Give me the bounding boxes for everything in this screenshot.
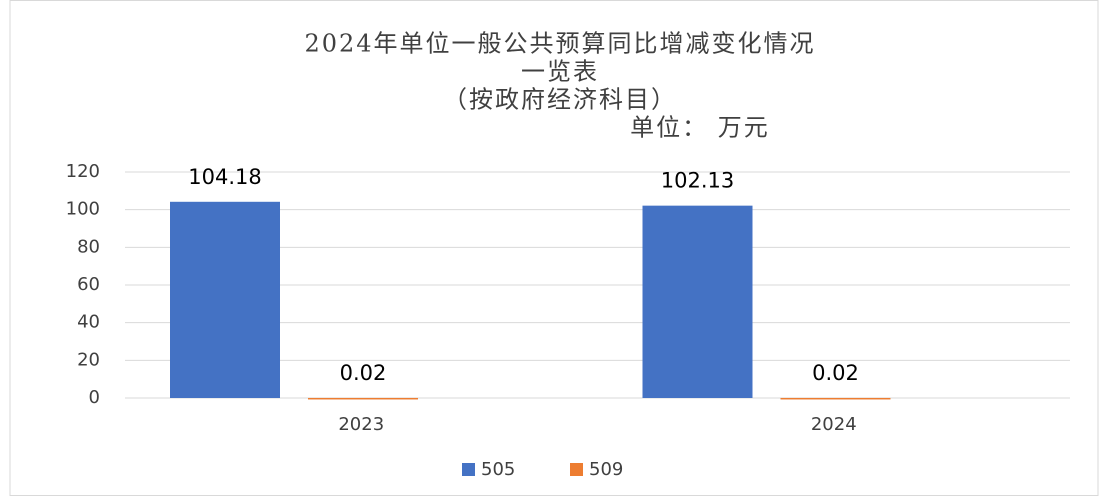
bar: [308, 397, 418, 400]
legend-swatch: [570, 463, 583, 476]
bar: [780, 397, 891, 400]
chart-title: 2024年单位一般公共预算同比增减变化情况: [304, 30, 815, 58]
y-tick-label: 100: [66, 199, 100, 220]
data-label: 104.18: [188, 165, 261, 189]
chart-title: 一览表: [521, 58, 599, 86]
y-tick-label: 0: [89, 387, 100, 408]
legend-label: 509: [589, 459, 623, 480]
y-tick-label: 120: [66, 161, 100, 182]
legend-swatch: [462, 463, 475, 476]
x-tick-label: 2023: [338, 414, 384, 435]
y-tick-label: 60: [77, 274, 100, 295]
y-tick-label: 80: [77, 236, 100, 257]
chart-subtitle: 单位： 万元: [630, 114, 770, 142]
data-label: 0.02: [812, 361, 859, 385]
y-tick-label: 20: [77, 349, 100, 370]
bar: [642, 205, 753, 398]
x-tick-label: 2024: [811, 414, 857, 435]
y-tick-label: 40: [77, 312, 100, 333]
data-label: 0.02: [340, 361, 387, 385]
chart-title: （按政府经济科目）: [443, 86, 677, 114]
bar: [170, 201, 280, 398]
legend-label: 505: [481, 459, 515, 480]
data-label: 102.13: [661, 169, 734, 193]
